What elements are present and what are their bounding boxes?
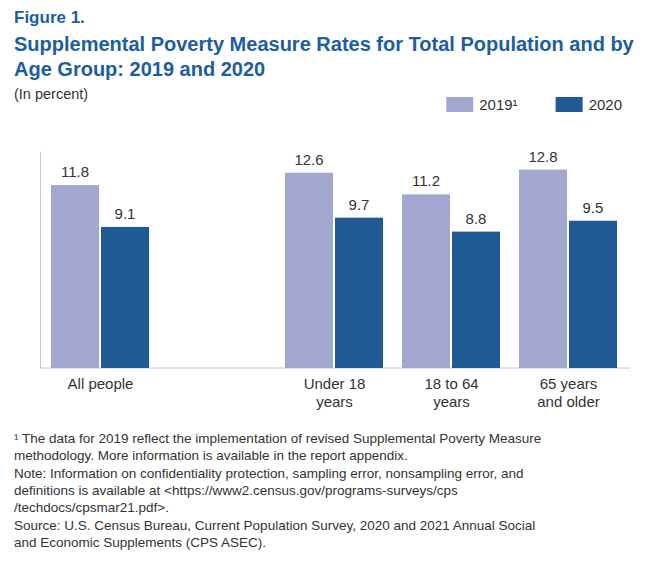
note-line: /techdocs/cpsmar21.pdf>. <box>14 500 169 515</box>
y-axis-line <box>40 152 41 369</box>
data-label: 9.1 <box>115 205 136 222</box>
legend-swatch <box>556 97 583 112</box>
bar-series <box>51 170 567 368</box>
chart-svg: Figure 1. Supplemental Poverty Measure Ra… <box>0 0 670 563</box>
bar <box>101 227 149 368</box>
legend-item: 2020 <box>556 96 622 113</box>
title-line: Age Group: 2019 and 2020 <box>14 58 265 80</box>
note-line: methodology. More information is availab… <box>14 448 408 463</box>
x-axis: All peopleUnder 18years18 to 64years65 y… <box>68 375 600 410</box>
data-label: 11.8 <box>61 163 89 180</box>
bar-series <box>101 218 617 368</box>
x-tick: 65 yearsand older <box>537 375 600 410</box>
data-label: 9.7 <box>349 196 370 213</box>
note-line: and Economic Supplements (CPS ASEC). <box>14 535 266 550</box>
x-tick-label: Under 18years <box>304 375 366 410</box>
notes: ¹ The data for 2019 reflect the implemen… <box>14 431 541 550</box>
legend-label: 2020 <box>589 96 622 113</box>
subtitle: (In percent) <box>14 86 88 102</box>
note-line: Source: U.S. Census Bureau, Current Popu… <box>14 518 535 533</box>
x-tick: Under 18years <box>304 375 366 410</box>
x-tick-label-line: 18 to 64 <box>424 375 478 392</box>
note-line: definitions is available at <https://www… <box>14 483 458 498</box>
note-line: Note: Information on confidentiality pro… <box>14 466 524 481</box>
bar <box>335 218 383 368</box>
y-axis <box>40 152 41 369</box>
legend: 2019¹ 2020 <box>446 96 622 113</box>
x-tick-label-line: years <box>433 393 470 410</box>
title: Supplemental Poverty Measure Rates for T… <box>14 33 635 80</box>
bar <box>519 170 567 368</box>
note-line: ¹ The data for 2019 reflect the implemen… <box>14 431 541 446</box>
figure-label: Figure 1. <box>14 8 85 27</box>
bar <box>402 194 450 368</box>
x-tick: 18 to 64years <box>424 375 478 410</box>
data-label: 11.2 <box>412 172 440 189</box>
x-tick-label-line: Under 18 <box>304 375 366 392</box>
x-tick-label: 65 yearsand older <box>537 375 600 410</box>
bar <box>285 173 333 368</box>
legend-label: 2019¹ <box>479 96 517 113</box>
chart-container: Figure 1. Supplemental Poverty Measure Ra… <box>0 0 670 563</box>
data-label: 12.8 <box>528 148 557 165</box>
bar <box>51 185 99 368</box>
title-line: Supplemental Poverty Measure Rates for T… <box>14 33 635 55</box>
data-label: 12.6 <box>294 151 323 168</box>
x-tick-label: 18 to 64years <box>424 375 478 410</box>
x-tick-label-line: All people <box>68 375 134 392</box>
x-tick-label-line: 65 years <box>540 375 598 392</box>
x-tick: All people <box>68 375 134 392</box>
bars <box>51 170 617 368</box>
data-label: 9.5 <box>583 199 604 216</box>
data-label: 8.8 <box>466 210 487 227</box>
legend-item: 2019¹ <box>446 96 517 113</box>
x-tick-label: All people <box>68 375 134 392</box>
legend-swatch <box>446 97 473 112</box>
x-tick-label-line: and older <box>537 393 600 410</box>
data-labels: 11.8 12.6 11.2 12.8 9.1 9.7 8.8 9.5 <box>61 148 603 227</box>
bar <box>452 232 500 368</box>
x-tick-label-line: years <box>316 393 353 410</box>
bar <box>569 221 617 368</box>
